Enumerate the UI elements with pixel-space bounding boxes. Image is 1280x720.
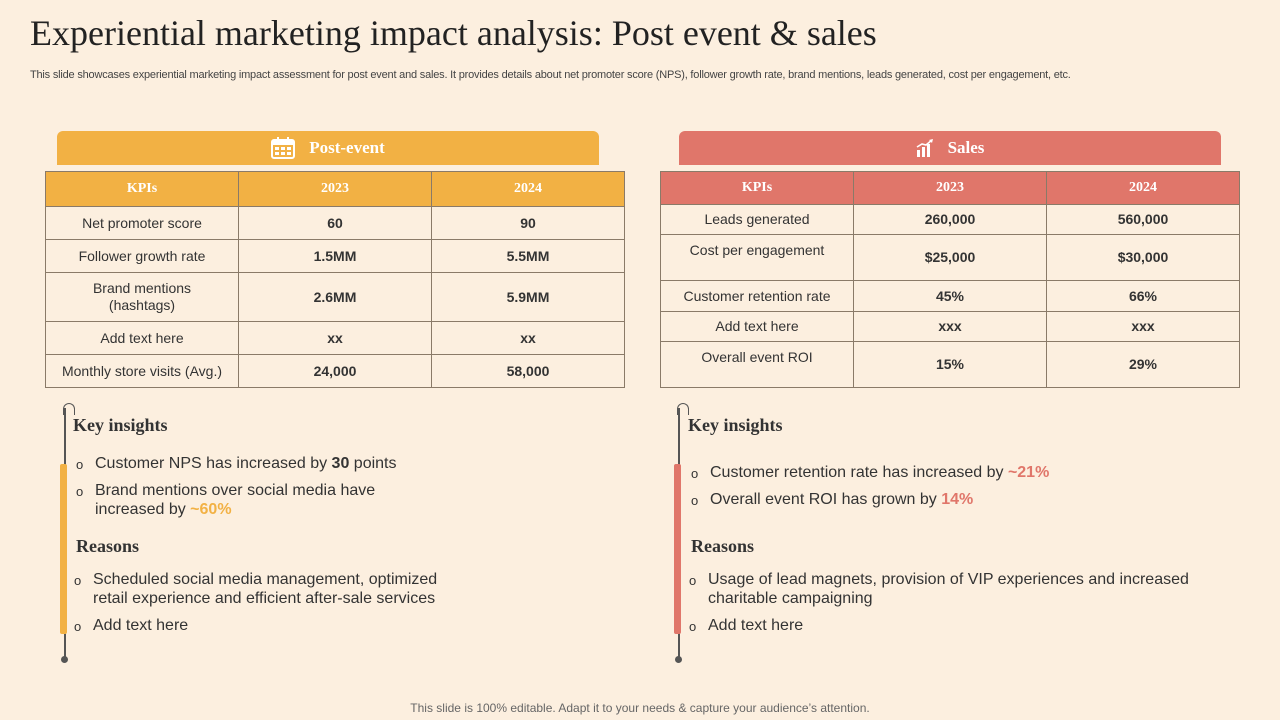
kpi-value-2024: xx: [431, 321, 625, 355]
table-row: Overall event ROI 15% 29%: [660, 341, 1240, 388]
table-row: Monthly store visits (Avg.) 24,000 58,00…: [45, 354, 625, 388]
bullet-icon: o: [74, 619, 82, 634]
kpi-value-2024: 5.9MM: [431, 272, 625, 322]
calendar-icon: [271, 137, 296, 159]
bullet-icon: o: [74, 573, 82, 588]
list-item: o Customer retention rate has increased …: [691, 464, 1050, 481]
kpi-value-2024: 560,000: [1046, 204, 1240, 235]
reasons-heading: Reasons: [76, 536, 140, 556]
kpi-label: Monthly store visits (Avg.): [45, 354, 239, 388]
kpi-value-2023: xx: [238, 321, 432, 355]
timeline-hook: [63, 403, 75, 415]
kpi-value-2024: 66%: [1046, 280, 1240, 312]
list-item: o Scheduled social media management, opt…: [74, 571, 438, 607]
accent-bar: [674, 464, 681, 634]
kpi-value-2023: 45%: [853, 280, 1047, 312]
kpi-label: Overall event ROI: [660, 341, 854, 388]
kpi-value-2023: 260,000: [853, 204, 1047, 235]
column-header: 2024: [1046, 171, 1240, 205]
kpi-value-2023: 2.6MM: [238, 272, 432, 322]
timeline-hook: [677, 403, 689, 415]
bullet-icon: o: [689, 573, 697, 588]
timeline-dot: [675, 656, 682, 663]
kpi-label: Follower growth rate: [45, 239, 239, 273]
kpi-value-2023: 60: [238, 206, 432, 240]
list-item: o Add text here: [689, 617, 804, 634]
sales-header-label: Sales: [947, 138, 985, 157]
bullet-icon: o: [691, 493, 699, 508]
post-event-table: KPIs 2023 2024 Net promoter score 60 90 …: [45, 171, 625, 388]
key-insights-heading: Key insights: [73, 415, 168, 435]
kpi-value-2024: 29%: [1046, 341, 1240, 388]
bullet-icon: o: [76, 457, 84, 472]
timeline-dot: [61, 656, 68, 663]
kpi-label: Net promoter score: [45, 206, 239, 240]
table-row: Brand mentions (hashtags) 2.6MM 5.9MM: [45, 272, 625, 322]
accent-bar: [60, 464, 67, 634]
column-header: 2023: [238, 171, 432, 207]
post-event-insights: Key insights o Customer NPS has increase…: [57, 402, 617, 664]
kpi-value-2024: $30,000: [1046, 234, 1240, 281]
reasons-heading: Reasons: [691, 536, 755, 556]
list-item: o Usage of lead magnets, provision of VI…: [689, 571, 1189, 607]
list-item: o Customer NPS has increased by 30 point…: [76, 455, 397, 472]
column-header: KPIs: [45, 171, 239, 207]
page-subtitle: This slide showcases experiential market…: [30, 69, 1071, 81]
post-event-header-label: Post-event: [309, 138, 385, 157]
kpi-value-2023: 1.5MM: [238, 239, 432, 273]
table-row: Cost per engagement $25,000 $30,000: [660, 234, 1240, 281]
table-row: Add text here xx xx: [45, 321, 625, 355]
bullet-icon: o: [689, 619, 697, 634]
key-insights-heading: Key insights: [688, 415, 783, 435]
page-title: Experiential marketing impact analysis: …: [30, 13, 877, 53]
sales-insights: Key insights o Customer retention rate h…: [671, 402, 1231, 664]
table-row: Customer retention rate 45% 66%: [660, 280, 1240, 312]
table-row: Add text here xxx xxx: [660, 311, 1240, 342]
kpi-label: Cost per engagement: [660, 234, 854, 281]
kpi-value-2023: xxx: [853, 311, 1047, 342]
column-header: 2024: [431, 171, 625, 207]
list-item: o Brand mentions over social media have …: [76, 482, 376, 518]
table-row: Follower growth rate 1.5MM 5.5MM: [45, 239, 625, 273]
kpi-label: Leads generated: [660, 204, 854, 235]
kpi-value-2024: 58,000: [431, 354, 625, 388]
bullet-icon: o: [691, 466, 699, 481]
kpi-value-2023: 15%: [853, 341, 1047, 388]
column-header: KPIs: [660, 171, 854, 205]
kpi-value-2024: xxx: [1046, 311, 1240, 342]
kpi-label: Brand mentions (hashtags): [45, 272, 239, 322]
post-event-header: Post-event: [57, 131, 599, 165]
column-header: 2023: [853, 171, 1047, 205]
bullet-icon: o: [76, 484, 84, 499]
table-row: Net promoter score 60 90: [45, 206, 625, 240]
growth-chart-icon: [916, 139, 933, 157]
sales-table: KPIs 2023 2024 Leads generated 260,000 5…: [660, 171, 1240, 388]
kpi-label: Add text here: [45, 321, 239, 355]
kpi-value-2024: 90: [431, 206, 625, 240]
table-row: Leads generated 260,000 560,000: [660, 204, 1240, 235]
sales-header: Sales: [679, 131, 1221, 165]
kpi-value-2023: 24,000: [238, 354, 432, 388]
list-item: o Add text here: [74, 617, 189, 634]
footer-note: This slide is 100% editable. Adapt it to…: [410, 701, 870, 715]
kpi-value-2024: 5.5MM: [431, 239, 625, 273]
kpi-value-2023: $25,000: [853, 234, 1047, 281]
list-item: o Overall event ROI has grown by 14%: [691, 491, 974, 508]
kpi-label: Customer retention rate: [660, 280, 854, 312]
kpi-label: Add text here: [660, 311, 854, 342]
